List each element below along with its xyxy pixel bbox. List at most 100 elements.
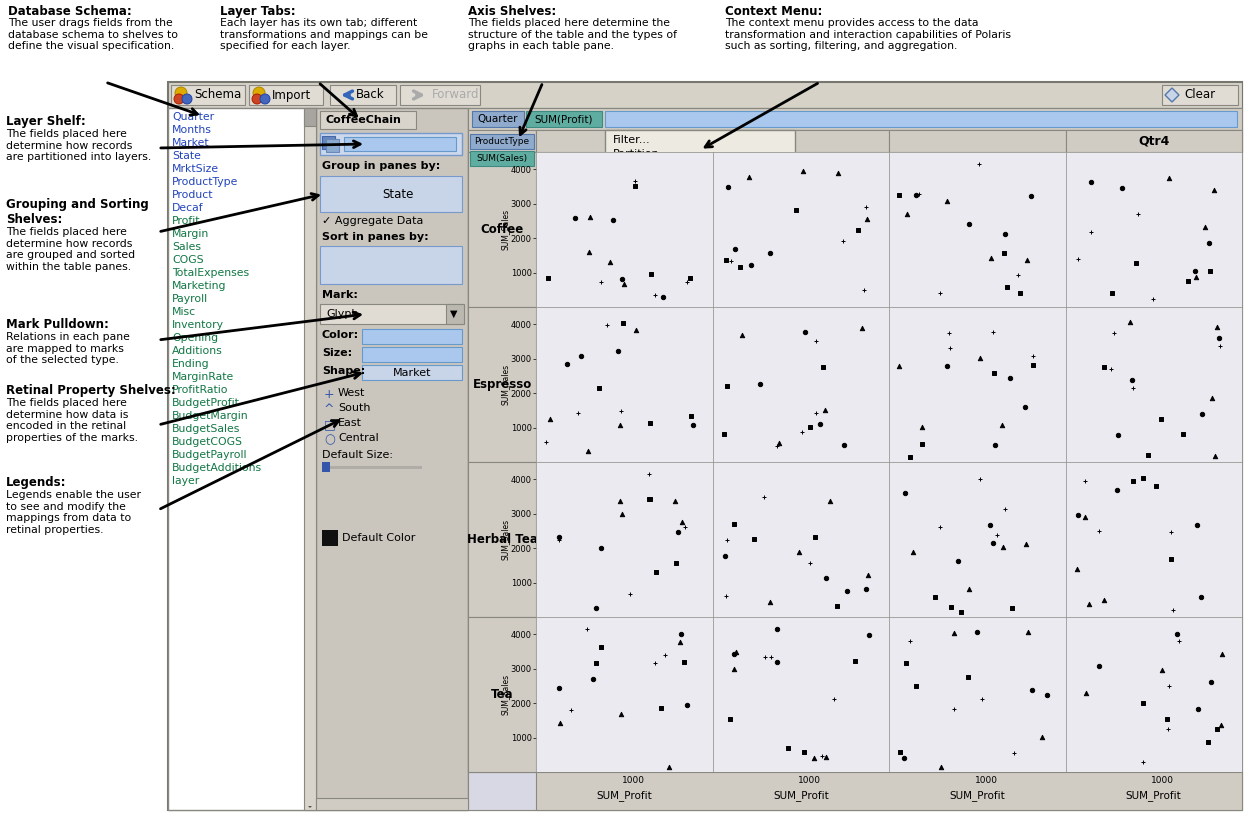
Point [806, 334, 826, 347]
Point [1201, 676, 1221, 689]
Point [1159, 680, 1179, 693]
Circle shape [174, 94, 184, 104]
Text: Qtr4: Qtr4 [1138, 134, 1170, 147]
Text: BudgetPayroll: BudgetPayroll [172, 450, 248, 460]
Text: ProductType: ProductType [172, 177, 238, 187]
Point [1113, 182, 1133, 195]
Point [744, 532, 764, 545]
Point [645, 656, 665, 669]
Point [1151, 412, 1171, 425]
Point [958, 670, 978, 683]
Point [1018, 625, 1038, 638]
Bar [536, 462, 713, 617]
Text: Retinal Property Shelves:: Retinal Property Shelves: [6, 384, 176, 397]
Bar [536, 130, 1242, 152]
Text: SUM(Sales): SUM(Sales) [476, 154, 527, 163]
Bar [304, 108, 316, 810]
Point [581, 210, 601, 223]
Point [1204, 183, 1224, 196]
Point [726, 646, 746, 659]
Point [577, 622, 597, 636]
Bar [470, 151, 535, 166]
Text: 1000: 1000 [799, 776, 821, 785]
Bar [321, 462, 330, 472]
Point [1191, 591, 1211, 604]
Text: Legends enable the user
to see and modify the
mappings from data to
retinal prop: Legends enable the user to see and modif… [6, 490, 141, 535]
Text: Layer Shelf:: Layer Shelf: [6, 115, 86, 128]
Point [1124, 381, 1144, 394]
Point [1197, 735, 1217, 748]
Text: Coffee: Coffee [481, 223, 523, 236]
Bar [606, 130, 795, 282]
Text: Ending: Ending [172, 359, 209, 369]
Point [1205, 450, 1225, 463]
Text: Quarter: Quarter [172, 112, 214, 122]
Point [1101, 363, 1121, 376]
Bar [304, 108, 316, 126]
Text: Relations in each pane
are mapped to marks
of the selected type.: Relations in each pane are mapped to mar… [6, 332, 130, 365]
Point [1015, 400, 1035, 413]
Text: Database Schema:: Database Schema: [7, 5, 132, 18]
Point [994, 246, 1014, 259]
Text: Clear: Clear [1184, 88, 1215, 101]
Point [941, 600, 961, 614]
Bar [330, 85, 396, 105]
Point [715, 549, 735, 562]
Point [1185, 265, 1205, 278]
Y-axis label: SUM_Sales: SUM_Sales [501, 674, 510, 715]
Text: ✓ Aggregate Data: ✓ Aggregate Data [321, 216, 424, 226]
Point [992, 419, 1012, 432]
Point [1177, 274, 1197, 287]
Bar [1065, 617, 1242, 772]
Point [896, 657, 916, 670]
Bar [536, 772, 1242, 810]
Text: Margin: Margin [172, 229, 209, 239]
Bar [888, 152, 1065, 307]
Text: BudgetCOGS: BudgetCOGS [172, 437, 243, 447]
Point [562, 703, 582, 717]
Y-axis label: SUM_Sales: SUM_Sales [501, 519, 510, 560]
Circle shape [260, 94, 270, 104]
Point [984, 366, 1004, 380]
Text: □: □ [324, 418, 335, 431]
Point [1133, 697, 1153, 710]
Point [1161, 526, 1181, 539]
Point [1109, 428, 1129, 441]
Bar [1065, 307, 1242, 462]
Point [583, 672, 603, 685]
Text: Color:: Color: [321, 330, 359, 340]
Point [944, 626, 964, 639]
Point [816, 751, 836, 764]
Text: TotalExpenses: TotalExpenses [172, 268, 249, 278]
Point [655, 648, 675, 661]
Point [959, 582, 979, 596]
Point [794, 164, 814, 178]
Point [612, 404, 632, 417]
Text: The fields placed here
determine how data is
encoded in the retinal
properties o: The fields placed here determine how dat… [6, 398, 138, 443]
Text: Mark:: Mark: [321, 290, 358, 300]
Point [731, 328, 751, 341]
Text: Tea: Tea [491, 688, 513, 701]
Point [1146, 479, 1166, 492]
Bar [606, 111, 1237, 127]
Text: Default Size:: Default Size: [321, 450, 392, 460]
Point [906, 680, 926, 693]
Bar [713, 307, 888, 462]
Point [612, 273, 632, 286]
Bar [888, 462, 1065, 617]
Point [1101, 286, 1121, 299]
Text: Group in panes by:: Group in panes by: [321, 161, 440, 171]
Text: COGS: COGS [172, 255, 203, 265]
Point [564, 211, 584, 224]
Point [1172, 427, 1192, 440]
Point [586, 656, 606, 669]
Point [571, 349, 591, 362]
Bar [536, 130, 713, 152]
Text: BudgetProfit: BudgetProfit [172, 398, 240, 408]
Point [1159, 171, 1179, 184]
Point [1068, 509, 1088, 522]
Point [806, 407, 826, 420]
Point [897, 207, 917, 220]
Point [1075, 510, 1095, 524]
Point [1186, 518, 1206, 531]
